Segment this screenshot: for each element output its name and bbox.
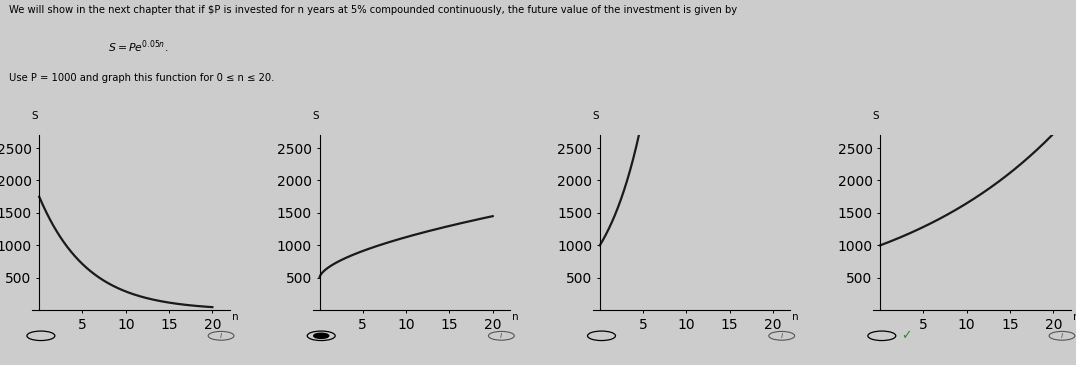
Text: n: n <box>1073 312 1076 322</box>
Text: i: i <box>500 331 502 340</box>
Text: $S = Pe^{0.05n}$.: $S = Pe^{0.05n}$. <box>108 38 168 55</box>
Text: S: S <box>31 111 38 121</box>
Text: Use P = 1000 and graph this function for 0 ≤ n ≤ 20.: Use P = 1000 and graph this function for… <box>9 73 274 83</box>
Text: i: i <box>1061 331 1063 340</box>
Text: n: n <box>231 312 238 322</box>
Text: S: S <box>312 111 318 121</box>
Text: We will show in the next chapter that if $P is invested for n years at 5% compou: We will show in the next chapter that if… <box>9 5 737 15</box>
Text: S: S <box>592 111 599 121</box>
Text: n: n <box>792 312 798 322</box>
Text: i: i <box>780 331 783 340</box>
Text: i: i <box>220 331 223 340</box>
Text: ✓: ✓ <box>902 329 911 342</box>
Text: n: n <box>512 312 519 322</box>
Text: S: S <box>873 111 879 121</box>
